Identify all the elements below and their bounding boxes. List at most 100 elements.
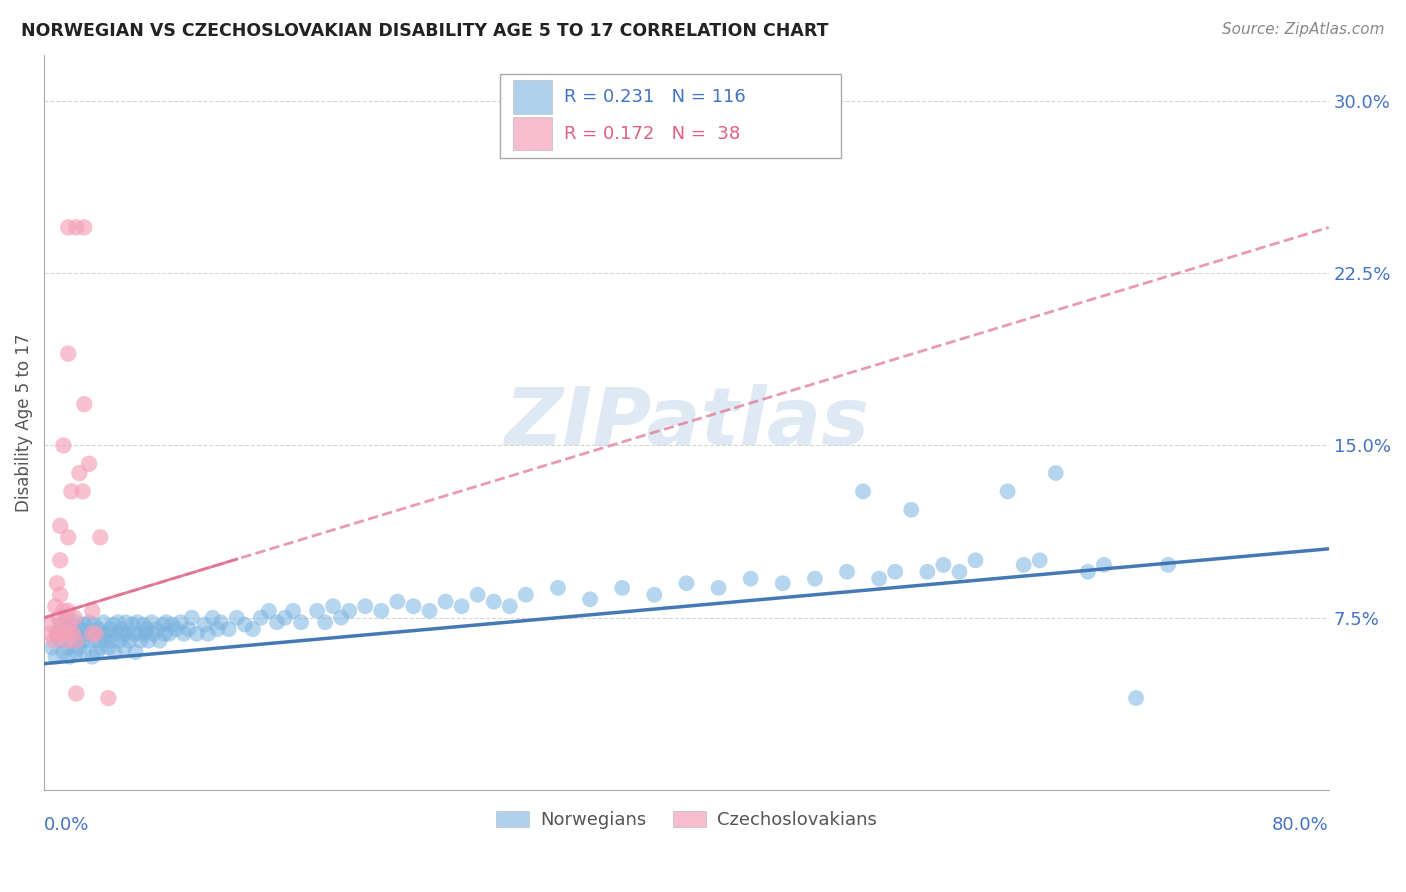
Point xyxy=(72,484,94,499)
Point xyxy=(82,627,104,641)
Point xyxy=(94,633,117,648)
Point xyxy=(115,615,138,630)
Text: NORWEGIAN VS CZECHOSLOVAKIAN DISABILITY AGE 5 TO 17 CORRELATION CHART: NORWEGIAN VS CZECHOSLOVAKIAN DISABILITY … xyxy=(21,22,828,40)
Point xyxy=(58,530,80,544)
Text: R = 0.231   N = 116: R = 0.231 N = 116 xyxy=(564,88,747,106)
Point xyxy=(58,622,80,636)
Point xyxy=(82,627,104,641)
Point xyxy=(418,604,440,618)
Point xyxy=(72,633,94,648)
Point xyxy=(52,604,75,618)
Point xyxy=(948,565,970,579)
Point xyxy=(73,220,96,235)
Point xyxy=(63,610,86,624)
Point xyxy=(141,615,163,630)
Point xyxy=(55,610,77,624)
Point xyxy=(46,576,69,591)
Point xyxy=(145,622,167,636)
Point xyxy=(60,617,83,632)
Point xyxy=(84,627,107,641)
Point xyxy=(59,649,82,664)
Point xyxy=(97,640,120,655)
Point xyxy=(122,627,145,641)
Point xyxy=(82,649,104,664)
Point xyxy=(852,484,875,499)
Point xyxy=(65,615,87,630)
Point xyxy=(165,622,187,636)
Point xyxy=(194,617,217,632)
Point xyxy=(1092,558,1115,572)
Legend: Norwegians, Czechoslovakians: Norwegians, Czechoslovakians xyxy=(489,804,883,836)
Point xyxy=(434,594,457,608)
Point xyxy=(62,633,84,648)
Point xyxy=(39,627,62,641)
Point xyxy=(1028,553,1050,567)
Point xyxy=(547,581,569,595)
Point xyxy=(49,553,72,567)
Point xyxy=(250,610,273,624)
Point xyxy=(69,640,91,655)
Point xyxy=(83,617,105,632)
Point xyxy=(49,617,72,632)
Point xyxy=(49,588,72,602)
Text: Source: ZipAtlas.com: Source: ZipAtlas.com xyxy=(1222,22,1385,37)
Point xyxy=(51,627,73,641)
Point xyxy=(97,627,120,641)
Point xyxy=(643,588,665,602)
Point xyxy=(53,627,76,641)
Point xyxy=(52,645,75,659)
Point xyxy=(242,622,264,636)
Point xyxy=(108,633,131,648)
Point xyxy=(52,438,75,452)
Y-axis label: Disability Age 5 to 17: Disability Age 5 to 17 xyxy=(15,334,32,512)
Point xyxy=(110,622,132,636)
Point xyxy=(330,610,353,624)
Point xyxy=(129,627,152,641)
Point xyxy=(884,565,907,579)
Point xyxy=(499,599,522,614)
Point xyxy=(58,346,80,360)
Point xyxy=(965,553,987,567)
Point xyxy=(77,615,100,630)
Point xyxy=(65,633,87,648)
Point xyxy=(46,627,69,641)
Point xyxy=(515,588,537,602)
Point xyxy=(49,627,72,641)
Point xyxy=(218,622,240,636)
Point xyxy=(900,503,922,517)
Point xyxy=(1125,691,1147,706)
Point xyxy=(1012,558,1035,572)
Point xyxy=(73,397,96,411)
Point xyxy=(337,604,360,618)
Point xyxy=(1077,565,1099,579)
Point xyxy=(100,633,122,648)
Point xyxy=(86,645,108,659)
Point xyxy=(772,576,794,591)
Point xyxy=(162,617,184,632)
Point xyxy=(65,686,87,700)
Point xyxy=(257,604,280,618)
Point xyxy=(93,615,115,630)
Point xyxy=(322,599,344,614)
Point xyxy=(233,617,256,632)
Point xyxy=(450,599,472,614)
Point xyxy=(157,627,180,641)
Point xyxy=(112,640,135,655)
Point xyxy=(90,627,112,641)
Point xyxy=(290,615,312,630)
Point xyxy=(402,599,425,614)
Point xyxy=(612,581,634,595)
Point xyxy=(121,617,143,632)
Point xyxy=(76,633,98,648)
Point xyxy=(69,466,91,480)
Text: ZIPatlas: ZIPatlas xyxy=(503,384,869,461)
Point xyxy=(307,604,329,618)
Point xyxy=(62,627,84,641)
Point xyxy=(65,645,87,659)
Point xyxy=(134,627,156,641)
FancyBboxPatch shape xyxy=(501,73,841,158)
Point xyxy=(186,627,208,641)
Point xyxy=(201,610,224,624)
Text: 80.0%: 80.0% xyxy=(1272,816,1329,834)
Point xyxy=(58,220,80,235)
